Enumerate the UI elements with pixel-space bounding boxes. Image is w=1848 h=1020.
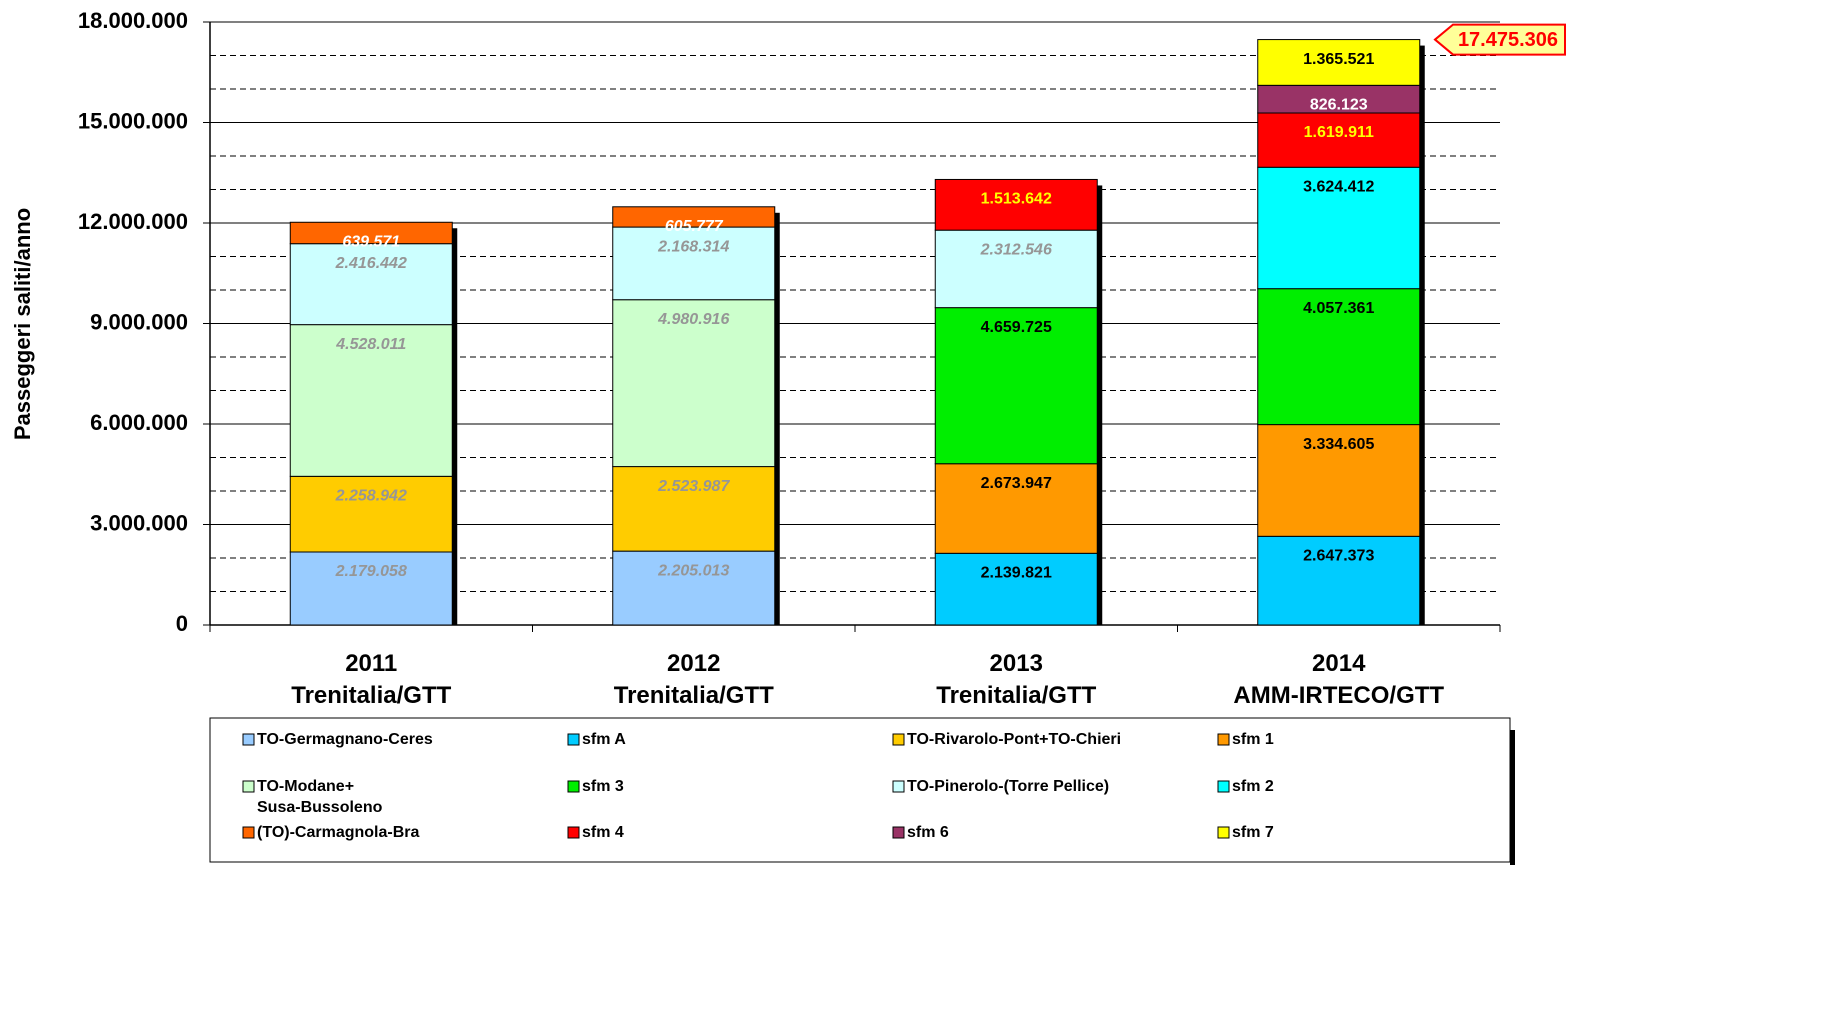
data-label: 2.168.314 <box>657 238 729 255</box>
bar-segment <box>1257 166 1421 290</box>
bar-segment <box>934 229 1098 309</box>
data-label: 2.673.947 <box>981 475 1052 492</box>
legend-swatch <box>567 826 580 839</box>
bar-shadow <box>1097 185 1103 625</box>
legend-swatch <box>242 780 255 793</box>
bar-segment <box>1257 424 1421 537</box>
annotation-label: 17.475.306 <box>1458 29 1558 51</box>
x-tick-label: 2014 AMM-IRTECO/GTT <box>1233 650 1444 709</box>
y-tick-label: 0 <box>176 611 188 636</box>
legend-label: TO-Germagnano-Ceres <box>257 731 433 748</box>
y-tick-label: 18.000.000 <box>78 8 188 33</box>
legend-swatch <box>567 780 580 793</box>
data-label: 2.179.058 <box>335 563 407 580</box>
legend-shadow <box>1510 730 1515 865</box>
bar-shadow <box>774 212 780 625</box>
y-axis-label: Passeggeri saliti/anno <box>10 208 35 440</box>
data-label: 826.123 <box>1310 97 1368 114</box>
bar-shadow <box>1419 45 1425 625</box>
data-label: 2.258.942 <box>335 488 407 505</box>
bar-segment <box>934 307 1098 465</box>
bar-segment <box>1257 535 1421 626</box>
data-label: 2.416.442 <box>335 255 407 272</box>
x-tick-label: 2012 Trenitalia/GTT <box>614 650 774 709</box>
bar-shadow <box>452 228 458 625</box>
data-label: 2.205.013 <box>657 562 729 579</box>
data-label: 3.334.605 <box>1303 436 1374 453</box>
legend-swatch <box>242 733 255 746</box>
data-label: 2.523.987 <box>657 478 730 495</box>
bar-segment <box>289 551 453 626</box>
legend-label: sfm 6 <box>907 824 949 841</box>
data-label: 2.312.546 <box>980 241 1052 258</box>
legend-label: TO-Pinerolo-(Torre Pellice) <box>907 778 1109 795</box>
y-tick-label: 12.000.000 <box>78 209 188 234</box>
legend-label: (TO)-Carmagnola-Bra <box>257 824 419 841</box>
x-tick-label: 2013 Trenitalia/GTT <box>936 650 1096 709</box>
y-tick-label: 6.000.000 <box>90 410 188 435</box>
legend-box <box>209 717 1511 863</box>
legend-label: sfm 1 <box>1232 731 1274 748</box>
legend-swatch <box>892 733 905 746</box>
bar-segment <box>1257 288 1421 426</box>
bar-segment <box>1257 39 1421 86</box>
data-label: 4.659.725 <box>981 319 1052 336</box>
annotation-callout <box>1433 23 1566 56</box>
legend-swatch <box>1217 733 1230 746</box>
data-label: 2.647.373 <box>1303 548 1374 565</box>
legend-label: sfm 4 <box>582 824 624 841</box>
legend-swatch <box>1217 826 1230 839</box>
legend-swatch <box>1217 780 1230 793</box>
legend-label: sfm A <box>582 731 626 748</box>
data-label: 1.365.521 <box>1303 51 1374 68</box>
bar-segment <box>934 463 1098 554</box>
bar-segment <box>934 552 1098 626</box>
data-label: 605.777 <box>665 218 724 235</box>
data-label: 3.624.412 <box>1303 178 1374 195</box>
bar-segment <box>289 243 453 326</box>
bar-segment <box>289 475 453 553</box>
legend-label: sfm 7 <box>1232 824 1274 841</box>
legend-swatch <box>892 826 905 839</box>
legend-swatch <box>892 780 905 793</box>
legend-swatch <box>242 826 255 839</box>
data-label: 4.528.011 <box>335 336 406 353</box>
y-tick-label: 3.000.000 <box>90 510 188 535</box>
legend-label: TO-Modane+ Susa-Bussoleno <box>257 778 383 816</box>
data-label: 4.980.916 <box>657 311 729 328</box>
bar-segment <box>289 324 453 477</box>
data-label: 1.513.642 <box>981 191 1052 208</box>
bar-segment <box>1257 112 1421 168</box>
y-tick-label: 15.000.000 <box>78 108 188 133</box>
bar-segment <box>612 226 776 301</box>
x-tick-label: 2011 Trenitalia/GTT <box>291 650 451 709</box>
legend-label: sfm 2 <box>1232 778 1274 795</box>
bar-segment <box>612 299 776 468</box>
data-label: 2.139.821 <box>981 565 1052 582</box>
legend-label: TO-Rivarolo-Pont+TO-Chieri <box>907 731 1121 748</box>
data-label: 4.057.361 <box>1303 300 1374 317</box>
y-tick-label: 9.000.000 <box>90 309 188 334</box>
data-label: 639.571 <box>342 233 400 250</box>
data-label: 1.619.911 <box>1304 124 1374 141</box>
legend-swatch <box>567 733 580 746</box>
legend-label: sfm 3 <box>582 778 624 795</box>
